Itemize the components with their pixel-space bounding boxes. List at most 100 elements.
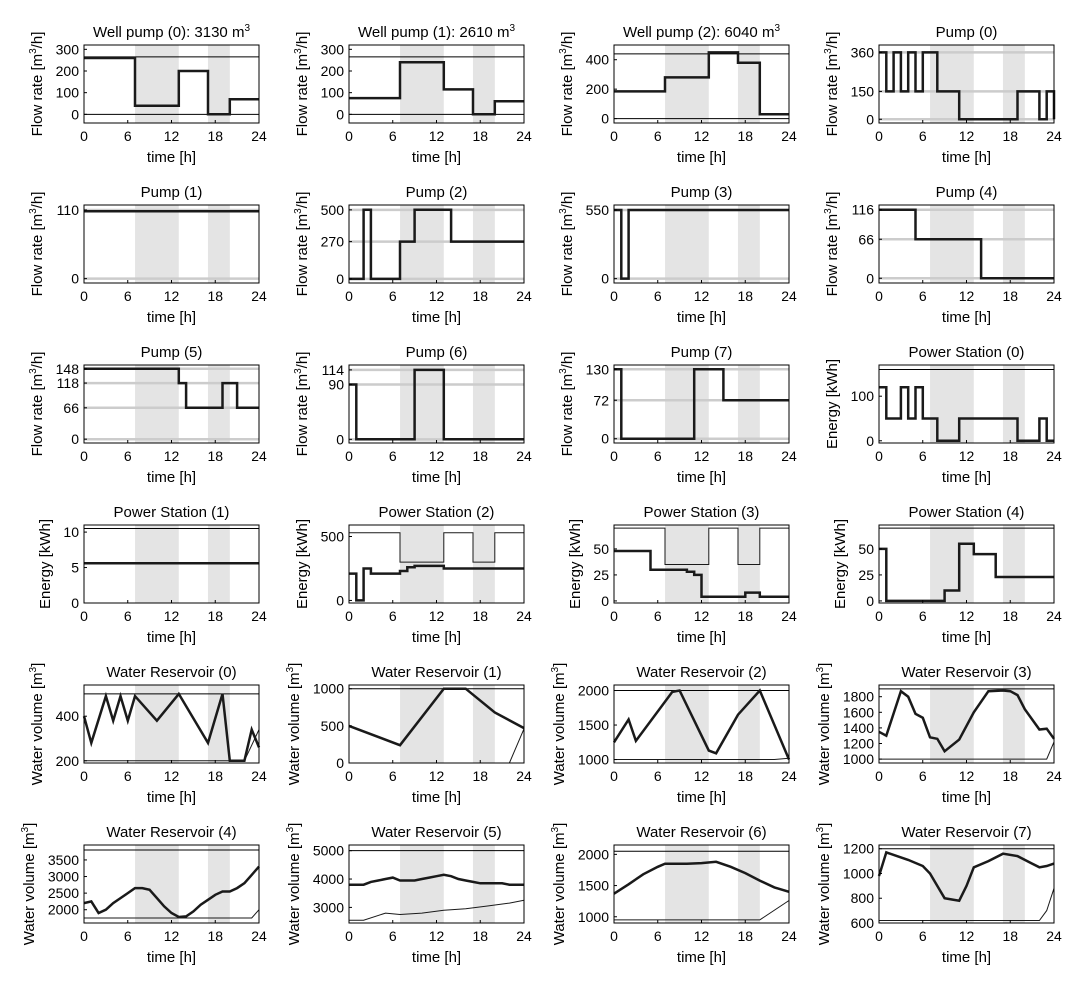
- y-tick-label: 2000: [48, 902, 79, 918]
- subplot-2: 0 6 12 18 24 0 200 400 Well pump (2): 6040 m3 tim…: [558, 23, 797, 166]
- x-tick-label: 0: [875, 768, 883, 784]
- x-axis-label: time [h]: [942, 949, 991, 966]
- x-tick-label: 12: [694, 928, 710, 944]
- x-tick-label: 12: [164, 608, 180, 624]
- y-tick-label: 500: [321, 718, 345, 734]
- x-tick-label: 12: [429, 448, 445, 464]
- y-tick-label: 0: [71, 431, 79, 447]
- x-axis-label: time [h]: [147, 469, 196, 486]
- shaded-period-0: [665, 845, 709, 923]
- series-line-1: [84, 729, 260, 762]
- series-line-0: [84, 367, 259, 410]
- shaded-period-1: [737, 845, 760, 923]
- x-tick-label: 24: [516, 768, 532, 784]
- y-tick-label: 1000: [843, 751, 874, 767]
- x-tick-label: 0: [610, 448, 618, 464]
- x-axis-label: time [h]: [412, 309, 461, 326]
- series-line-0: [614, 51, 789, 116]
- x-tick-label: 0: [610, 288, 618, 304]
- y-axis-label: Flow rate [m3/h]: [558, 192, 576, 297]
- y-tick-label: 200: [586, 81, 610, 97]
- subplot-11: 0 6 12 18 24 0 100 Power Station (0) time [h] Ene…: [824, 344, 1062, 486]
- x-tick-label: 6: [654, 608, 662, 624]
- x-tick-label: 6: [124, 768, 132, 784]
- x-tick-label: 18: [737, 608, 753, 624]
- y-tick-label: 148: [56, 361, 80, 377]
- y-axis-label: Water volume [m3]: [815, 663, 833, 786]
- x-tick-label: 0: [80, 288, 88, 304]
- shaded-period-0: [400, 845, 444, 923]
- shaded-period-0: [400, 365, 444, 443]
- x-tick-label: 12: [164, 288, 180, 304]
- x-axis-label: time [h]: [412, 629, 461, 646]
- chart-title: Power Station (1): [114, 504, 230, 521]
- y-tick-label: 550: [586, 202, 610, 218]
- x-tick-label: 18: [737, 448, 753, 464]
- y-tick-label: 50: [593, 541, 609, 557]
- x-tick-label: 12: [429, 288, 445, 304]
- series-line-1: [349, 899, 525, 921]
- x-tick-label: 12: [694, 608, 710, 624]
- x-tick-label: 24: [251, 448, 267, 464]
- y-tick-label: 150: [851, 83, 875, 99]
- x-tick-label: 12: [429, 768, 445, 784]
- x-tick-label: 0: [345, 768, 353, 784]
- x-tick-label: 6: [654, 928, 662, 944]
- x-tick-label: 18: [737, 768, 753, 784]
- shaded-period-0: [665, 205, 709, 283]
- series-line-0: [612, 688, 791, 760]
- x-tick-label: 18: [472, 128, 488, 144]
- subplot-18: 0 6 12 18 24 1000 1500 2000 Water Reservoir (2) t…: [550, 663, 797, 806]
- y-tick-label: 3000: [313, 899, 344, 915]
- x-tick-label: 24: [516, 128, 532, 144]
- x-tick-label: 18: [737, 288, 753, 304]
- y-tick-label: 600: [851, 915, 875, 931]
- y-tick-label: 66: [63, 400, 79, 416]
- x-tick-label: 18: [1002, 768, 1018, 784]
- y-tick-label: 0: [866, 433, 874, 449]
- y-tick-label: 1600: [843, 704, 874, 720]
- x-tick-label: 0: [345, 288, 353, 304]
- series-line-0: [349, 564, 524, 602]
- chart-title: Power Station (2): [379, 504, 495, 521]
- x-axis-label: time [h]: [412, 949, 461, 966]
- y-tick-label: 0: [601, 111, 609, 127]
- x-tick-label: 0: [610, 128, 618, 144]
- shaded-period-0: [400, 205, 444, 283]
- series-line-1: [879, 888, 1055, 921]
- x-tick-label: 0: [80, 768, 88, 784]
- shaded-period-1: [1002, 45, 1025, 123]
- y-axis-label: Flow rate [m3/h]: [823, 192, 841, 297]
- x-tick-label: 18: [207, 768, 223, 784]
- y-tick-label: 500: [321, 529, 345, 545]
- chart-title: Pump (3): [671, 184, 733, 201]
- shaded-period-0: [135, 685, 179, 763]
- subplot-16: 0 6 12 18 24 200 400 Water Reservoir (0) time [h…: [28, 663, 267, 806]
- x-tick-label: 0: [345, 448, 353, 464]
- x-axis-label: time [h]: [147, 949, 196, 966]
- series-line-0: [614, 208, 789, 280]
- y-tick-label: 360: [851, 44, 875, 60]
- y-axis-label: Flow rate [m3/h]: [28, 192, 46, 297]
- chart-title: Water Reservoir (5): [371, 824, 501, 841]
- y-tick-label: 0: [866, 111, 874, 127]
- x-tick-label: 24: [1046, 608, 1062, 624]
- y-axis-label: Flow rate [m3/h]: [558, 32, 576, 137]
- series-line-0: [84, 56, 259, 116]
- y-axis-label: Flow rate [m3/h]: [293, 32, 311, 137]
- x-tick-label: 6: [389, 128, 397, 144]
- y-tick-label: 2000: [578, 846, 609, 862]
- y-tick-label: 0: [866, 593, 874, 609]
- shaded-period-0: [400, 45, 444, 123]
- x-axis-label: time [h]: [412, 789, 461, 806]
- x-tick-label: 24: [1046, 288, 1062, 304]
- series-line-0: [614, 549, 789, 599]
- shaded-period-0: [665, 45, 709, 123]
- x-tick-label: 6: [919, 128, 927, 144]
- x-tick-label: 0: [875, 608, 883, 624]
- subplot-6: 0 6 12 18 24 0 550 Pump (3) time [h] Flow rate [m…: [558, 184, 797, 326]
- x-tick-label: 24: [781, 928, 797, 944]
- x-tick-label: 12: [429, 128, 445, 144]
- x-tick-label: 6: [654, 448, 662, 464]
